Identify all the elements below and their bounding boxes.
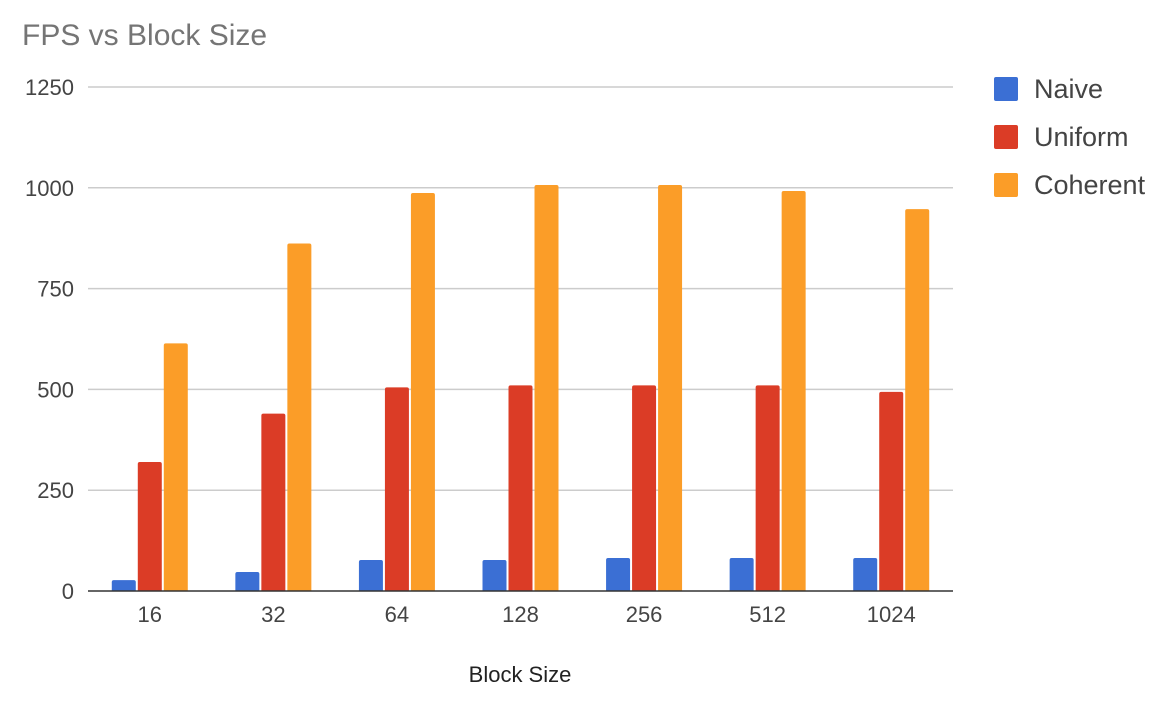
bar-naive-32 <box>235 572 260 591</box>
bar-uniform-256 <box>632 385 657 591</box>
y-tick-label: 500 <box>37 377 74 402</box>
bar-uniform-64 <box>384 387 409 591</box>
chart-title: FPS vs Block Size <box>22 19 267 52</box>
x-tick-label: 128 <box>502 602 539 627</box>
legend-label-coherent: Coherent <box>1034 170 1146 200</box>
x-tick-label: 1024 <box>867 602 916 627</box>
x-tick-label: 64 <box>385 602 409 627</box>
bar-coherent-128 <box>534 184 559 591</box>
y-tick-label: 250 <box>37 478 74 503</box>
gridlines <box>88 86 953 491</box>
x-axis-tick-labels: 16 32 64 128 256 512 1024 <box>138 602 916 627</box>
y-tick-label: 1000 <box>25 176 74 201</box>
legend-swatch-coherent <box>994 173 1018 197</box>
bar-uniform-128 <box>508 385 533 591</box>
bar-coherent-256 <box>658 184 683 591</box>
bar-uniform-32 <box>261 413 286 591</box>
y-tick-label: 1250 <box>25 75 74 100</box>
y-tick-label: 750 <box>37 277 74 302</box>
x-tick-label: 32 <box>261 602 285 627</box>
bar-naive-512 <box>729 557 754 591</box>
x-axis-title: Block Size <box>469 662 572 687</box>
bars <box>111 184 930 592</box>
y-tick-label: 0 <box>62 579 74 604</box>
x-tick-label: 16 <box>138 602 162 627</box>
bar-naive-256 <box>606 557 631 591</box>
bar-coherent-512 <box>781 191 806 591</box>
bar-coherent-16 <box>163 343 188 591</box>
legend-label-uniform: Uniform <box>1034 122 1129 152</box>
bar-naive-1024 <box>853 557 878 591</box>
x-tick-label: 256 <box>626 602 663 627</box>
bar-coherent-1024 <box>905 209 930 591</box>
legend-label-naive: Naive <box>1034 74 1103 104</box>
legend-swatch-naive <box>994 77 1018 101</box>
x-tick-label: 512 <box>749 602 786 627</box>
y-axis-tick-labels: 0 250 500 750 1000 1250 <box>25 75 74 604</box>
bar-naive-64 <box>358 559 383 591</box>
bar-coherent-64 <box>410 193 435 591</box>
bar-coherent-32 <box>287 243 312 592</box>
legend-swatch-uniform <box>994 125 1018 149</box>
bar-naive-128 <box>482 559 507 591</box>
bar-naive-16 <box>111 580 136 591</box>
bar-uniform-512 <box>755 385 780 591</box>
bar-uniform-1024 <box>879 391 904 591</box>
legend: Naive Uniform Coherent <box>994 74 1146 200</box>
bar-uniform-16 <box>137 461 162 591</box>
